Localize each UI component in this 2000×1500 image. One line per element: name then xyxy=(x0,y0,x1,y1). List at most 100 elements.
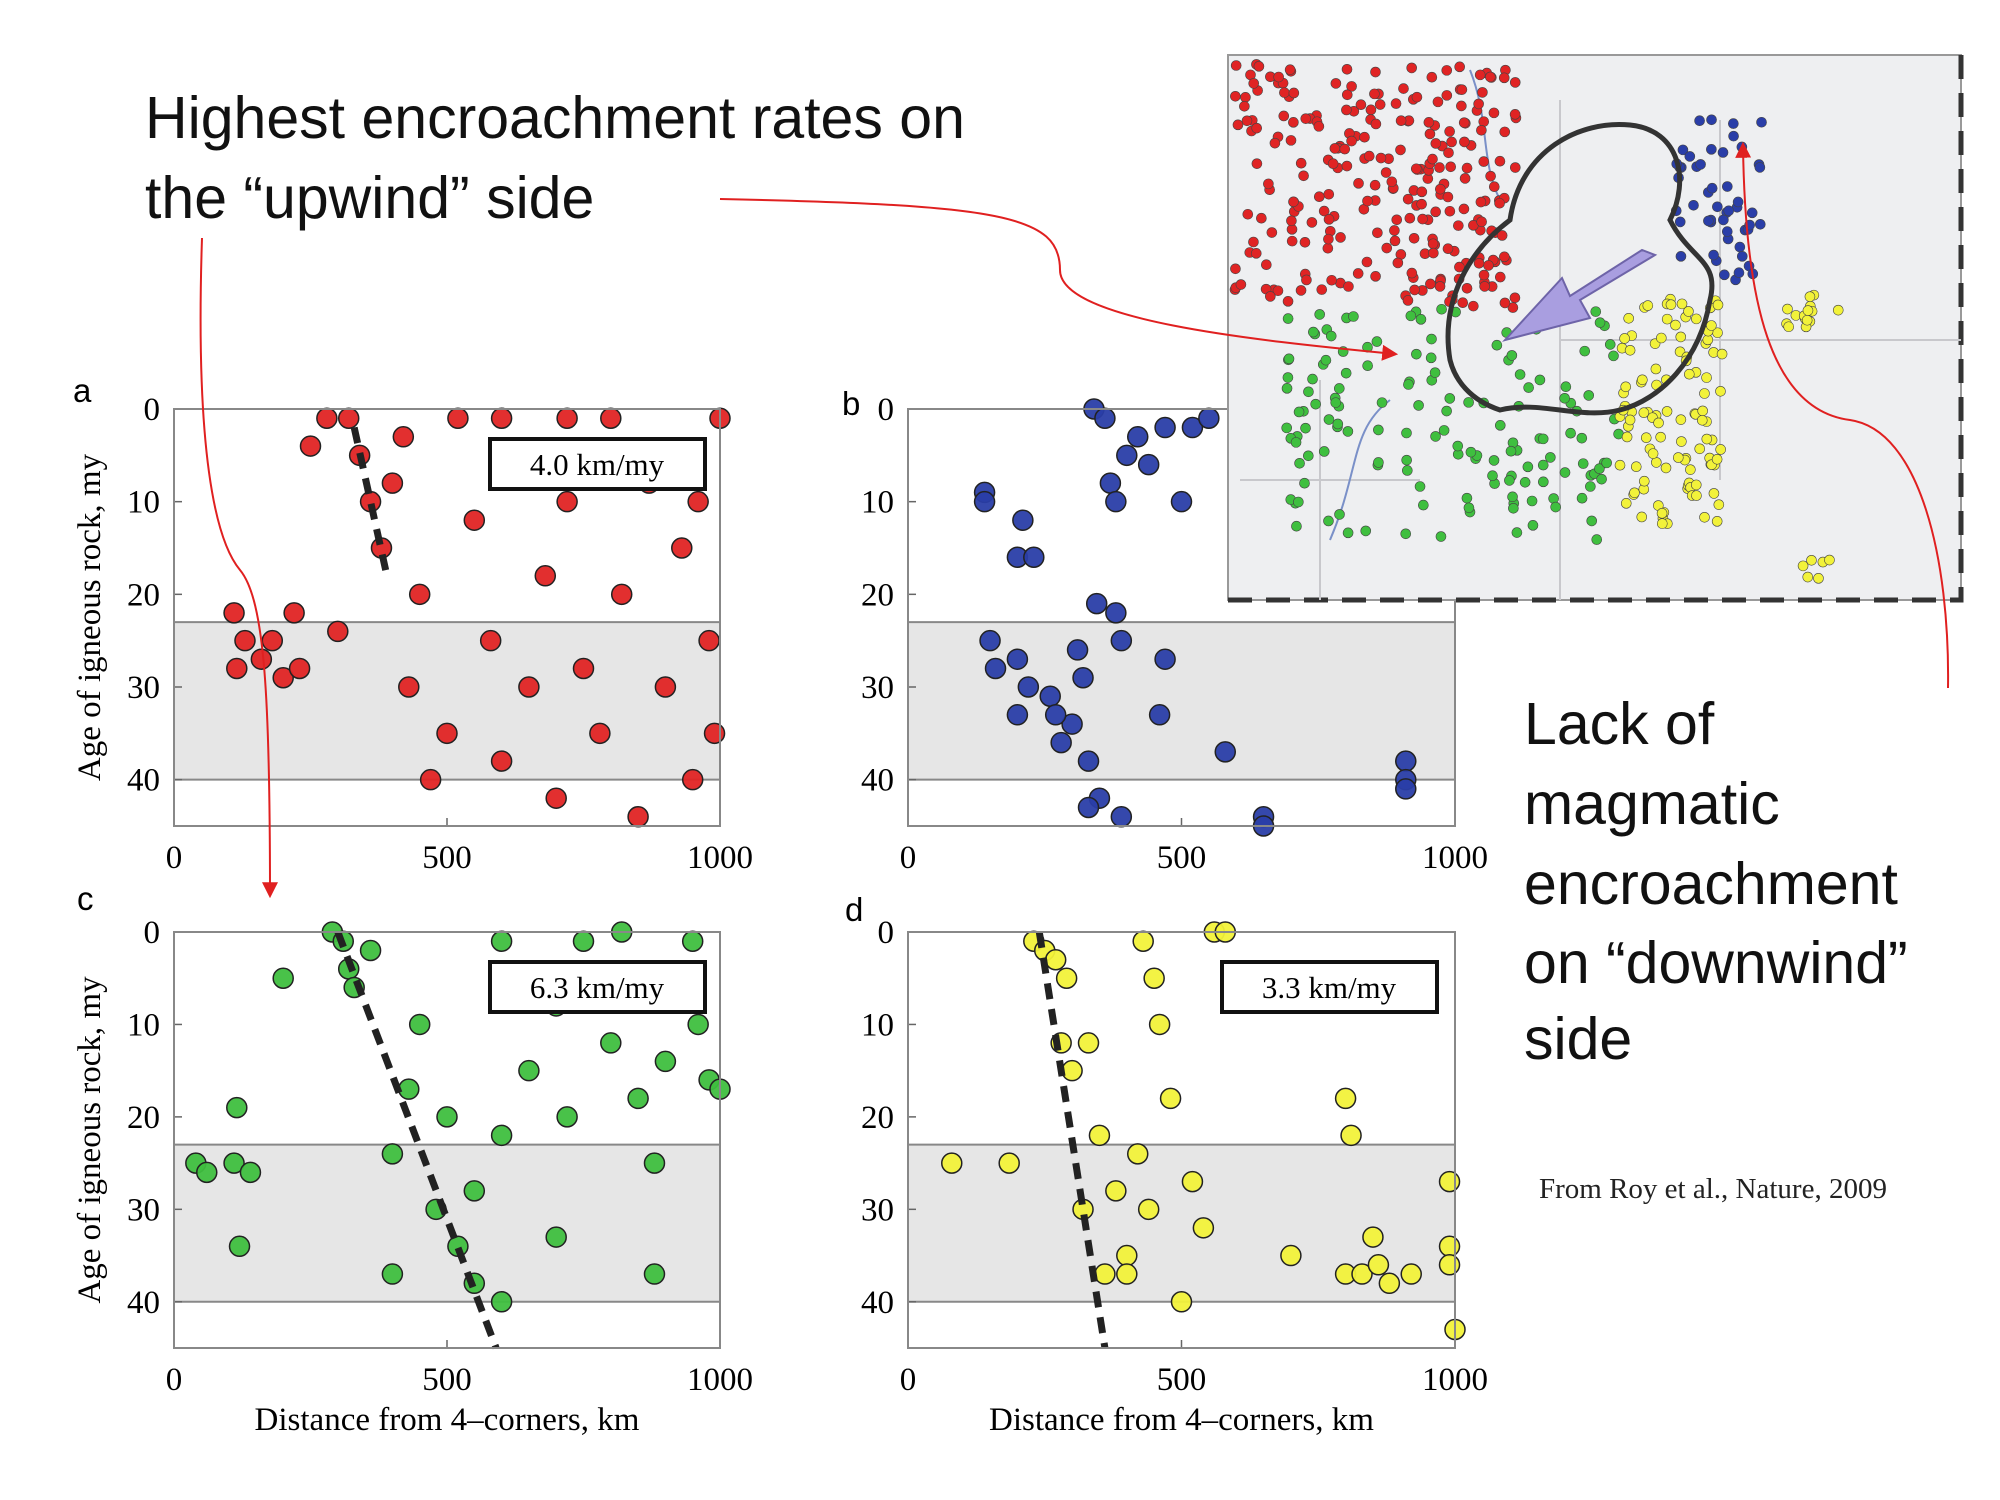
point xyxy=(479,629,502,652)
map-dot xyxy=(1465,446,1477,458)
map-dot xyxy=(1360,525,1372,537)
map-dot xyxy=(1650,363,1662,375)
point xyxy=(556,407,578,430)
y-tick-label: 0 xyxy=(878,915,895,951)
map-dot xyxy=(1444,393,1456,404)
map-dot xyxy=(1429,367,1441,378)
point xyxy=(226,657,248,680)
map-dot xyxy=(1736,251,1748,262)
map-dot xyxy=(1802,305,1814,316)
plot-frame xyxy=(173,408,721,827)
map-dot xyxy=(1404,212,1416,224)
map-dot xyxy=(1476,216,1487,228)
point xyxy=(1198,407,1220,430)
point xyxy=(589,722,611,745)
map-dot xyxy=(1488,181,1500,193)
map-dot xyxy=(1468,300,1479,312)
map-dot xyxy=(1630,461,1642,472)
map-dot xyxy=(1273,71,1284,83)
point xyxy=(941,1152,963,1174)
point xyxy=(196,1161,218,1184)
map-dot xyxy=(1594,317,1606,328)
map-dot xyxy=(1294,458,1305,469)
point xyxy=(1044,704,1067,726)
map-dot xyxy=(1339,143,1351,155)
map-dot xyxy=(1638,407,1650,419)
map-dot xyxy=(1675,251,1687,262)
map-dot xyxy=(1376,397,1388,408)
map-dot xyxy=(1746,207,1758,219)
map-dot xyxy=(1346,81,1357,92)
map-dot xyxy=(1411,91,1423,103)
point xyxy=(1159,1087,1182,1110)
map-dot xyxy=(1591,534,1603,545)
map-dot xyxy=(1672,452,1684,463)
map-dot xyxy=(1723,205,1735,217)
map-dot xyxy=(1596,473,1607,485)
point xyxy=(490,1124,513,1147)
map-dot xyxy=(1721,226,1733,237)
map-dot xyxy=(1461,162,1473,174)
map-dot xyxy=(1734,241,1746,253)
point xyxy=(1154,416,1176,439)
annotation-text: Highest encroachment rates on xyxy=(145,85,965,151)
map-dot xyxy=(1389,225,1400,236)
annotation-arrows xyxy=(199,141,1950,899)
map-dot xyxy=(1288,196,1299,208)
map-dot xyxy=(1441,90,1453,101)
annotation-text: the “upwind” side xyxy=(145,165,594,231)
map-dot xyxy=(1251,122,1262,134)
map-dot xyxy=(1674,216,1686,228)
map-dot xyxy=(1435,531,1447,542)
map-dot xyxy=(1813,573,1824,584)
y-tick-label: 40 xyxy=(127,763,160,799)
map-dot xyxy=(1499,297,1511,309)
point xyxy=(1214,741,1237,763)
point xyxy=(490,1291,513,1313)
map-dot xyxy=(1330,78,1342,89)
map-dot xyxy=(1362,195,1373,207)
map-dot xyxy=(1323,233,1334,245)
point xyxy=(272,666,294,689)
map-dot xyxy=(1435,183,1446,195)
point xyxy=(1105,602,1127,624)
map-dot xyxy=(1392,257,1404,269)
map-dot xyxy=(1454,261,1465,273)
map-dot xyxy=(1283,353,1295,365)
map-dot xyxy=(1708,249,1719,261)
map-dot xyxy=(1733,267,1745,278)
map-dot xyxy=(1308,326,1319,338)
map-dot xyxy=(1256,212,1267,224)
panel-label: c xyxy=(77,880,94,917)
map-dot xyxy=(1688,199,1699,211)
map-dot xyxy=(1608,350,1619,362)
point xyxy=(1085,592,1108,615)
map-dot xyxy=(1235,279,1247,290)
point xyxy=(447,407,469,430)
point xyxy=(1137,453,1160,476)
map-dot xyxy=(1458,203,1470,215)
map-dot xyxy=(1242,208,1254,220)
point xyxy=(572,657,595,680)
map-dot xyxy=(1690,479,1702,491)
map-dot xyxy=(1474,69,1486,81)
map-dot xyxy=(1313,121,1325,132)
map-dot xyxy=(1323,188,1335,200)
map-dot xyxy=(1483,260,1494,271)
map-dot xyxy=(1586,515,1598,527)
point xyxy=(545,1226,567,1248)
point xyxy=(1116,1263,1138,1285)
map-dot xyxy=(1475,196,1487,208)
map-dot xyxy=(1272,285,1284,297)
map-dot xyxy=(1303,450,1314,462)
point xyxy=(1170,1291,1193,1313)
map-dot xyxy=(1453,220,1464,231)
y-tick-label: 10 xyxy=(861,1007,894,1043)
map-dot xyxy=(1425,352,1437,364)
map-dot xyxy=(1365,104,1377,116)
map-dot xyxy=(1685,464,1696,475)
map-dot xyxy=(1473,257,1485,269)
point xyxy=(398,1078,420,1100)
map-dot xyxy=(1282,372,1294,383)
point xyxy=(1367,1254,1390,1276)
